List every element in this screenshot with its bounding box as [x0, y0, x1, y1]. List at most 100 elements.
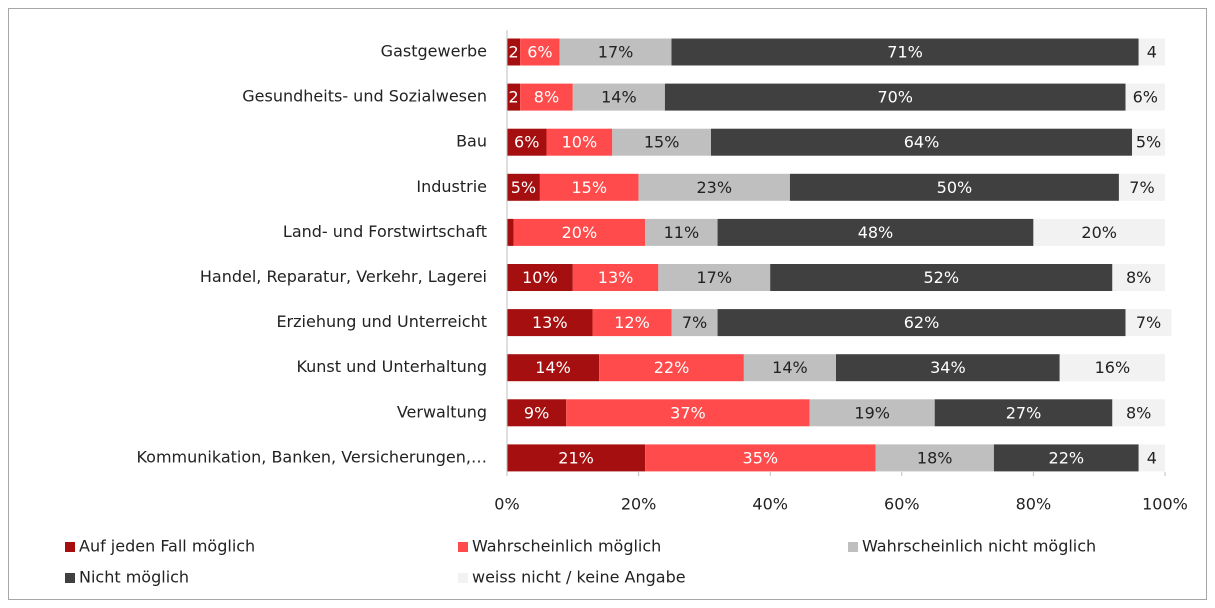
data-label: 6%	[527, 43, 552, 62]
bar-segment	[1118, 173, 1165, 201]
bar-segment	[559, 38, 672, 66]
data-label: 22%	[654, 358, 690, 377]
legend-swatch	[65, 542, 75, 552]
bar-segment	[934, 399, 1113, 427]
bar-segment	[546, 128, 613, 156]
x-tick-label: 80%	[1016, 495, 1052, 514]
bar-segment	[507, 354, 600, 382]
data-label: 4	[1147, 448, 1157, 467]
data-label: 2	[508, 88, 518, 107]
data-label: 27%	[1006, 403, 1042, 422]
bar-segment	[507, 444, 646, 472]
x-tick-label: 20%	[621, 495, 657, 514]
y-tick-label: Industrie	[416, 177, 487, 196]
data-label: 70%	[877, 88, 913, 107]
data-label: 6%	[514, 133, 539, 152]
bar-segment	[836, 354, 1060, 382]
data-label: 35%	[743, 448, 779, 467]
bar-segment	[1138, 444, 1165, 472]
data-label: 4	[1147, 43, 1157, 62]
data-label: 20%	[562, 223, 598, 242]
data-label: 19%	[854, 403, 890, 422]
legend-label: weiss nicht / keine Angabe	[472, 568, 686, 587]
y-tick-label: Verwaltung	[397, 402, 487, 421]
data-label: 11%	[664, 223, 700, 242]
x-tick-label: 40%	[752, 495, 788, 514]
y-tick-label: Kunst und Unterhaltung	[296, 357, 487, 376]
data-label: 2	[508, 43, 518, 62]
bar-segment	[1112, 399, 1165, 427]
x-tick-label: 100%	[1142, 495, 1188, 514]
data-label: 10%	[562, 133, 598, 152]
legend-swatch	[65, 573, 75, 583]
bar-segment	[1132, 128, 1165, 156]
bar-segment	[645, 218, 718, 246]
bar-segment	[1059, 354, 1165, 382]
data-label: 21%	[558, 448, 594, 467]
bar-segment	[612, 128, 711, 156]
bar-segment	[710, 128, 1133, 156]
bar-segment	[717, 218, 1034, 246]
data-label: 13%	[598, 268, 634, 287]
bar-segment	[520, 38, 560, 66]
data-label: 7%	[1136, 313, 1161, 332]
data-label: 5%	[511, 178, 536, 197]
bar-segment	[507, 309, 593, 337]
bar-segment	[592, 309, 672, 337]
bar-segment	[566, 399, 810, 427]
data-label: 17%	[696, 268, 732, 287]
data-label: 5%	[1136, 133, 1161, 152]
data-label: 9%	[524, 403, 549, 422]
bar-segment	[671, 38, 1139, 66]
bar-segment	[717, 309, 1126, 337]
data-label: 15%	[644, 133, 680, 152]
bar-segment	[809, 399, 935, 427]
x-tick-label: 0%	[494, 495, 519, 514]
bar-segment	[507, 128, 547, 156]
data-label: 14%	[772, 358, 808, 377]
data-label: 52%	[923, 268, 959, 287]
data-label: 18%	[917, 448, 953, 467]
data-label: 37%	[670, 403, 706, 422]
y-tick-label: Kommunikation, Banken, Versicherungen,…	[136, 447, 487, 466]
legend-swatch	[458, 542, 468, 552]
bar-segment	[520, 83, 573, 111]
data-label: 8%	[1126, 403, 1151, 422]
y-tick-label: Erziehung und Unterreicht	[276, 312, 487, 331]
data-label: 7%	[682, 313, 707, 332]
bar-segment	[507, 264, 573, 291]
bar-segment	[993, 444, 1139, 472]
data-label: 15%	[571, 178, 607, 197]
bar-segment	[539, 173, 639, 201]
data-label: 64%	[904, 133, 940, 152]
data-label: 20%	[1081, 223, 1117, 242]
data-label: 14%	[535, 358, 571, 377]
bar-segment	[658, 264, 771, 291]
bar-segment	[743, 354, 836, 382]
bar-segment	[1138, 38, 1165, 66]
data-label: 22%	[1049, 448, 1085, 467]
data-label: 12%	[614, 313, 650, 332]
legend-label: Auf jeden Fall möglich	[79, 537, 255, 556]
y-tick-label: Gesundheits- und Sozialwesen	[242, 87, 487, 106]
bar-segment	[1033, 218, 1165, 246]
data-label: 34%	[930, 358, 966, 377]
data-label: 7%	[1129, 178, 1154, 197]
bar-segment	[572, 264, 659, 291]
bar-segment	[875, 444, 994, 472]
bar-segment	[599, 354, 744, 382]
data-label: 17%	[598, 43, 634, 62]
legend-label: Nicht möglich	[79, 568, 189, 587]
data-label: 14%	[601, 88, 637, 107]
data-label: 23%	[696, 178, 732, 197]
y-tick-label: Land- und Forstwirtschaft	[283, 222, 487, 241]
bar-segment	[507, 399, 567, 427]
data-label: 50%	[937, 178, 973, 197]
bar-segment	[507, 38, 521, 66]
y-tick-label: Gastgewerbe	[381, 42, 487, 61]
bar-segment	[572, 83, 665, 111]
bar-segment	[1125, 309, 1172, 337]
legend-swatch	[458, 573, 468, 583]
data-label: 16%	[1095, 358, 1131, 377]
bar-segment	[1112, 264, 1165, 291]
